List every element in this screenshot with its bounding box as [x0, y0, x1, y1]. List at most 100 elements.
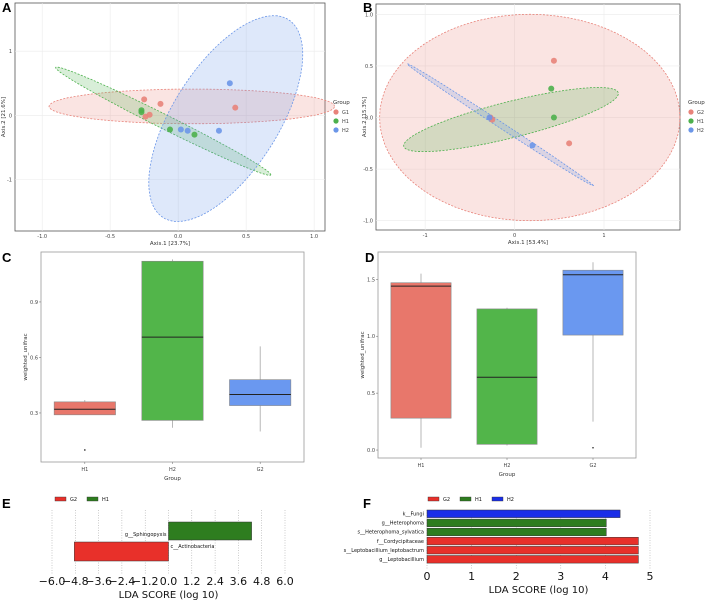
legend-marker: [688, 109, 694, 115]
panel-label: C: [2, 250, 12, 265]
y-tick-label: 1.5: [367, 277, 375, 283]
x-tick-label: H1: [418, 463, 425, 469]
y-tick-label: 1.0: [365, 12, 373, 18]
data-point-H2: [486, 114, 493, 121]
panel-label: D: [365, 250, 374, 265]
data-point-H1: [191, 131, 198, 138]
panel-E: E −6.0−4.8−3.6−2.4−1.2 0.0 1.2 2.4 3.6 4.8 6.0 L…: [2, 496, 294, 600]
confidence-ellipse-H2: [148, 15, 304, 222]
confidence-ellipse-H1: [403, 87, 619, 152]
legend-label: G2: [443, 497, 450, 503]
x-axis-title: Axis.1 [23.7%]: [150, 241, 190, 247]
legend-swatch: [459, 496, 472, 502]
x-tick-label: 2: [513, 570, 520, 583]
legend-swatch: [427, 496, 440, 502]
data-point-H1: [167, 126, 173, 133]
panel-label: B: [363, 0, 372, 15]
data-point-G1: [232, 104, 239, 111]
panel-F: F 0 1 2 3 4 5 LDA SCORE (log 10) G2 H1 H2 k__Fungig…: [344, 496, 654, 596]
legend-label: H1: [342, 119, 349, 125]
y-tick-label: -1: [7, 178, 12, 184]
legend-swatch: [86, 496, 99, 502]
lda-bar: [426, 518, 607, 527]
data-point-H1: [138, 109, 145, 116]
x-tick-label: 1: [468, 570, 475, 583]
panel-B: B -1 0 1 1.0 0.5 0.0 -0.5 -1.0 Axis.1 [53.4%] Axis…: [362, 0, 705, 246]
x-axis-title: LDA SCORE (log 10): [489, 585, 589, 596]
data-point-H1: [548, 85, 555, 92]
x-tick-label: 5: [647, 570, 654, 583]
x-axis-title: Group: [499, 472, 516, 478]
x-tick-label: 1.2: [183, 575, 201, 588]
legend-label: H1: [475, 497, 482, 503]
y-tick-label: -0.5: [363, 167, 373, 173]
x-tick-label: 2.4: [206, 575, 224, 588]
y-tick-label: 0.5: [365, 64, 373, 70]
legend-label: G2: [697, 110, 704, 116]
box-H1: [390, 282, 452, 419]
legend-swatch: [54, 496, 67, 502]
box-G2: [229, 379, 292, 406]
x-tick-label: G2: [589, 463, 596, 469]
outlier-point: [592, 446, 594, 449]
y-axis-title: Axis.2 [15.3%]: [362, 97, 368, 137]
y-tick-label: 1: [9, 49, 12, 55]
panel-D: D 1.5 1.0 0.5 0.0 H1 H2 G2 Group weighted_unifrac: [360, 250, 637, 478]
confidence-ellipse-G2: [379, 13, 681, 222]
box-H2: [476, 308, 538, 445]
x-tick-label: 3: [557, 570, 564, 583]
x-tick-label: 0: [424, 570, 431, 583]
legend-marker: [688, 127, 694, 133]
legend-title: Group: [333, 100, 350, 106]
y-tick-label: 0.6: [30, 355, 38, 361]
data-point-G1: [157, 100, 164, 107]
y-axis-title: Axis.2 [21.6%]: [1, 97, 7, 137]
x-tick-label: 0.0: [174, 234, 182, 240]
y-tick-label: 1.0: [367, 334, 375, 340]
panel-A: A -1.0 -0.5 0.0 0.5 1.0 1 0 -1 Axis.1 [23.7%] Axis…: [1, 0, 350, 247]
y-tick-label: 0.0: [367, 448, 375, 454]
data-point-G1: [146, 111, 153, 118]
x-tick-label: H2: [504, 463, 511, 469]
x-tick-label: −6.0: [39, 575, 66, 588]
data-point-H2: [215, 127, 222, 134]
x-axis-title: LDA SCORE (log 10): [119, 590, 219, 600]
bar-label: g__Sphingopyxis: [125, 532, 167, 538]
data-point-H2: [226, 80, 233, 87]
data-point-H1: [550, 114, 557, 121]
x-tick-label: H2: [169, 467, 176, 473]
box-G2: [562, 269, 624, 336]
lda-bar: [426, 546, 639, 555]
panel-label: E: [2, 496, 11, 511]
data-point-H2: [529, 142, 536, 149]
bar-label: c__Actinobacteria: [171, 544, 215, 550]
bar-label: f__Cordycipitaceae: [377, 539, 424, 545]
data-point-G2: [566, 140, 573, 147]
data-point-G2: [550, 57, 557, 64]
confidence-ellipse-G1: [48, 88, 335, 125]
legend-label: H2: [697, 128, 704, 134]
lda-bar: [426, 555, 639, 564]
y-tick-label: 0.9: [30, 300, 38, 306]
y-tick-label: 0: [9, 113, 12, 119]
legend-label: H1: [102, 497, 109, 503]
y-tick-label: 0.5: [367, 391, 375, 397]
confidence-ellipse-H1: [55, 66, 272, 176]
x-tick-label: -0.5: [105, 234, 115, 240]
x-tick-label: G2: [257, 467, 264, 473]
legend-marker: [333, 127, 339, 133]
x-axis-title: Group: [164, 476, 181, 482]
y-axis-title: weighted_unifrac: [23, 333, 29, 380]
outlier-point: [84, 449, 86, 451]
legend-swatch: [491, 496, 504, 502]
legend-marker: [688, 118, 694, 124]
bar-label: s__Heterophoma_sylvatica: [358, 530, 424, 536]
x-tick-label: 0.0: [160, 575, 178, 588]
bar-label: s__Leptobacillium_leptobactrum: [344, 548, 424, 554]
data-point-H2: [177, 126, 184, 133]
lda-bar: [74, 541, 169, 562]
x-tick-label: 0.5: [242, 234, 250, 240]
x-tick-label: -1.0: [37, 234, 47, 240]
x-tick-label: 0: [513, 233, 516, 239]
